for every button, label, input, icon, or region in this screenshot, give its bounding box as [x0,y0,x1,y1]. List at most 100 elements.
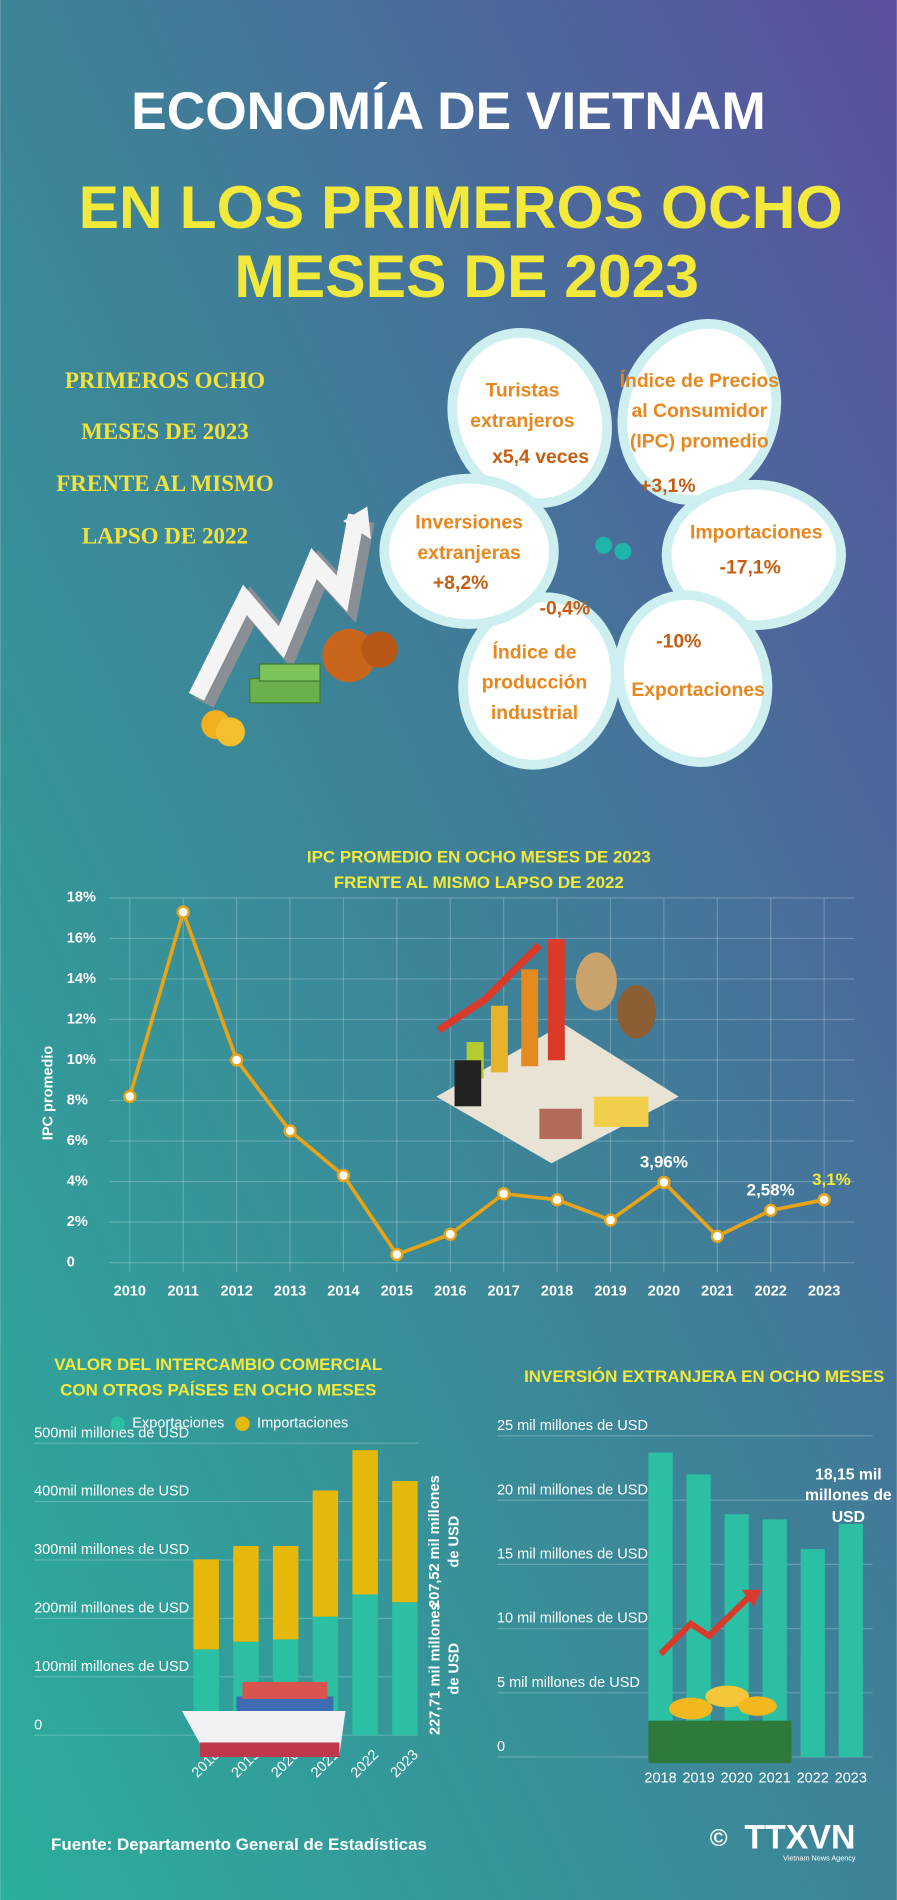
point [497,1187,511,1201]
petal-label: al Consumidor [632,400,768,422]
x-tick-label: 2018 [541,1284,573,1300]
caption: FRENTE AL MISMO [56,470,273,496]
y-tick-label: 18% [67,890,96,906]
petal-label: Turistas [485,380,559,402]
value-label: 18,15 mil millones de USD [805,1464,892,1526]
y-tick-label: 100mil millones de USD [34,1659,189,1675]
petal-value: -0,4% [540,598,591,620]
value-label: 207,52 mil millones de USD [426,1475,463,1608]
agency: Vietnam News Agency [783,1854,856,1863]
point [710,1229,724,1243]
petal-label: Exportaciones [631,679,765,701]
y-tick-label: 0 [497,1739,505,1755]
bar [762,1519,787,1758]
x-tick-label: 2015 [381,1284,413,1300]
y-tick-label: 4% [67,1173,88,1189]
caption: MESES DE 2023 [81,418,249,444]
title: ECONOMÍA DE VIETNAM [131,81,766,141]
x-tick-label: 2012 [220,1284,252,1300]
y-tick-label: 6% [67,1133,88,1149]
bar [648,1452,673,1758]
petal-label: extranjeras [417,542,520,564]
caption: PRIMEROS OCHO [65,367,265,393]
legend-label: Importaciones [257,1416,348,1432]
point [336,1168,351,1183]
x-tick-label: 2010 [114,1284,146,1300]
point [390,1247,404,1262]
petal-label: Inversiones [415,512,523,534]
chart-title: IPC PROMEDIO EN OCHO MESES DE 2023 [307,847,651,866]
point [443,1227,457,1241]
petal-label: (IPC) promedio [630,430,769,452]
growth-illustration [188,506,398,747]
x-tick-label: 2014 [327,1284,359,1300]
y-tick-label: 10% [67,1052,96,1068]
bar-segment [233,1545,259,1642]
petal-value: -17,1% [720,556,781,578]
x-tick-label: 2022 [755,1284,787,1300]
copyright: © [710,1825,728,1852]
bar-segment [272,1545,299,1640]
chart-title: FRENTE AL MISMO LAPSO DE 2022 [334,873,624,892]
y-tick-label: 16% [67,930,96,946]
petal-value: +3,1% [640,475,695,497]
bar-segment [392,1602,418,1736]
x-tick-label: 2023 [808,1284,840,1300]
y-axis-label: IPC promedio [40,1046,56,1141]
bar [838,1523,863,1758]
subtitle: EN LOS PRIMEROS OCHO [79,173,843,241]
bar-segment [392,1481,418,1603]
bar [724,1514,749,1758]
value-label: 2,58% [747,1180,795,1199]
y-tick-label: 20 mil millones de USD [497,1482,648,1498]
y-tick-label: 10 mil millones de USD [497,1611,648,1627]
y-tick-label: 8% [67,1092,88,1108]
x-tick-label: 2017 [488,1284,520,1300]
chart-title: INVERSIÓN EXTRANJERA EN OCHO MESES [524,1367,884,1386]
point [123,1089,137,1104]
coins-illustration [648,1589,792,1764]
x-tick-label: 2020 [720,1771,752,1787]
x-tick-label: 2019 [594,1284,626,1300]
petal-label: Índice de Precios [620,369,779,392]
petal-value: -10% [656,630,701,652]
value-label: 227,71 mil millones de USD [426,1602,463,1735]
y-tick-label: 25 mil millones de USD [497,1418,648,1434]
point [283,1124,297,1138]
petal-label: industrial [491,702,578,724]
value-label: 18,15 mil millones de USD [805,1464,892,1526]
ship-illustration [181,1681,346,1758]
x-tick-label: 2020 [648,1284,680,1300]
y-tick-label: 0 [67,1254,75,1270]
chart-title: VALOR DEL INTERCAMBIO COMERCIAL [54,1355,382,1374]
x-tick-label: 2021 [701,1284,733,1300]
bar [800,1548,825,1758]
point [657,1175,671,1190]
x-tick-label: 2019 [682,1771,714,1787]
petal-flower [379,319,846,770]
value-label: 3,96% [640,1152,688,1171]
x-tick-label: 2011 [167,1284,199,1300]
x-tick-label: 2016 [434,1284,466,1300]
legend-swatch [235,1416,250,1432]
value-label: 227,71 mil millones de USD [426,1602,463,1735]
point [176,905,190,919]
source: Fuente: Departamento General de Estadíst… [51,1835,427,1854]
market-illustration [436,939,679,1164]
y-tick-label: 2% [67,1214,88,1230]
line [128,906,825,1257]
y-tick-label: 15 mil millones de USD [497,1546,648,1562]
point [229,1053,244,1067]
petal-value: +8,2% [433,572,488,594]
caption: LAPSO DE 2022 [82,522,248,548]
petal-label: Índice de [493,640,577,663]
y-tick-label: 300mil millones de USD [34,1542,189,1558]
bar-segment [352,1450,378,1595]
x-tick-label: 2022 [797,1771,829,1787]
petal-label: producción [482,672,587,694]
value-label: 3,1% [812,1170,851,1189]
petal-label: Importaciones [690,521,822,543]
chart-title: CON OTROS PAÍSES EN OCHO MESES [60,1381,376,1400]
y-tick-label: 400mil millones de USD [34,1484,189,1500]
point [764,1203,778,1218]
